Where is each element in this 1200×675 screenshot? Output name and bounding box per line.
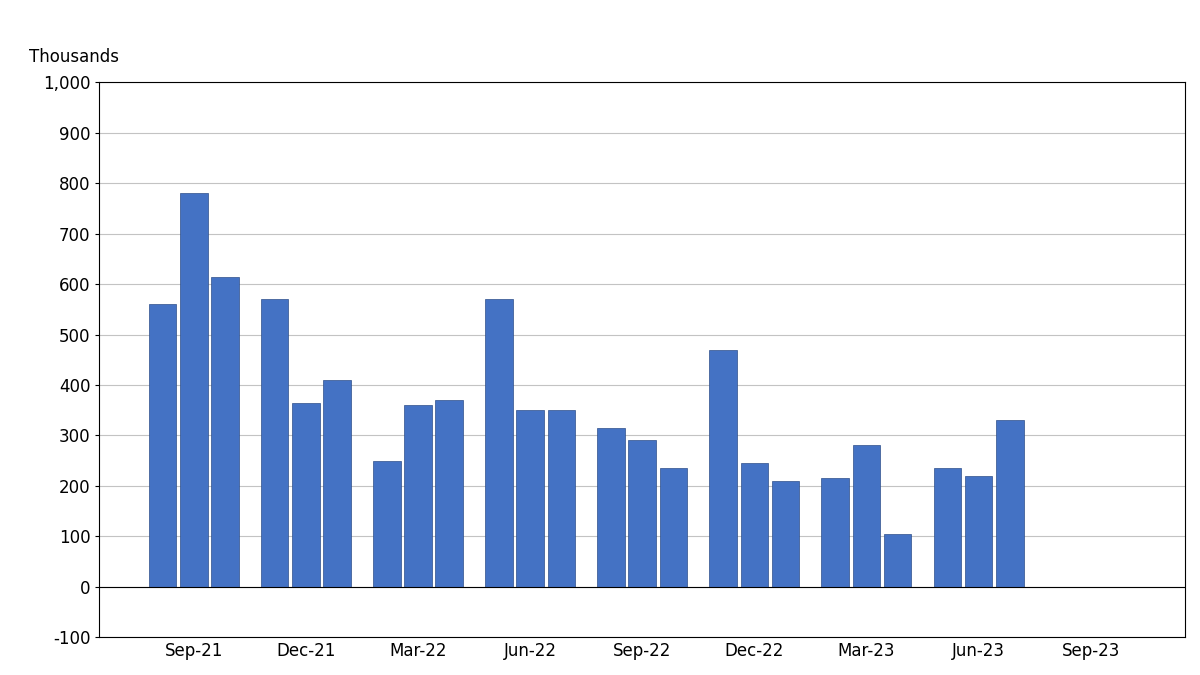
Bar bbox=[598, 428, 625, 587]
Bar bbox=[373, 460, 401, 587]
Bar bbox=[292, 402, 319, 587]
Bar bbox=[180, 193, 208, 587]
Bar bbox=[629, 441, 656, 587]
Bar bbox=[404, 405, 432, 587]
Bar bbox=[323, 380, 350, 587]
Bar bbox=[485, 299, 512, 587]
Bar bbox=[260, 299, 288, 587]
Bar bbox=[740, 463, 768, 587]
Bar bbox=[436, 400, 463, 587]
Bar bbox=[149, 304, 176, 587]
Bar bbox=[547, 410, 575, 587]
Bar bbox=[772, 481, 799, 587]
Bar bbox=[709, 350, 737, 587]
Bar bbox=[211, 277, 239, 587]
Bar bbox=[822, 479, 848, 587]
Bar bbox=[853, 446, 881, 587]
Bar bbox=[934, 468, 961, 587]
Bar bbox=[660, 468, 688, 587]
Bar bbox=[516, 410, 544, 587]
Bar bbox=[884, 534, 912, 587]
Bar bbox=[996, 421, 1024, 587]
Bar bbox=[965, 476, 992, 587]
Text: Thousands: Thousands bbox=[29, 48, 119, 65]
